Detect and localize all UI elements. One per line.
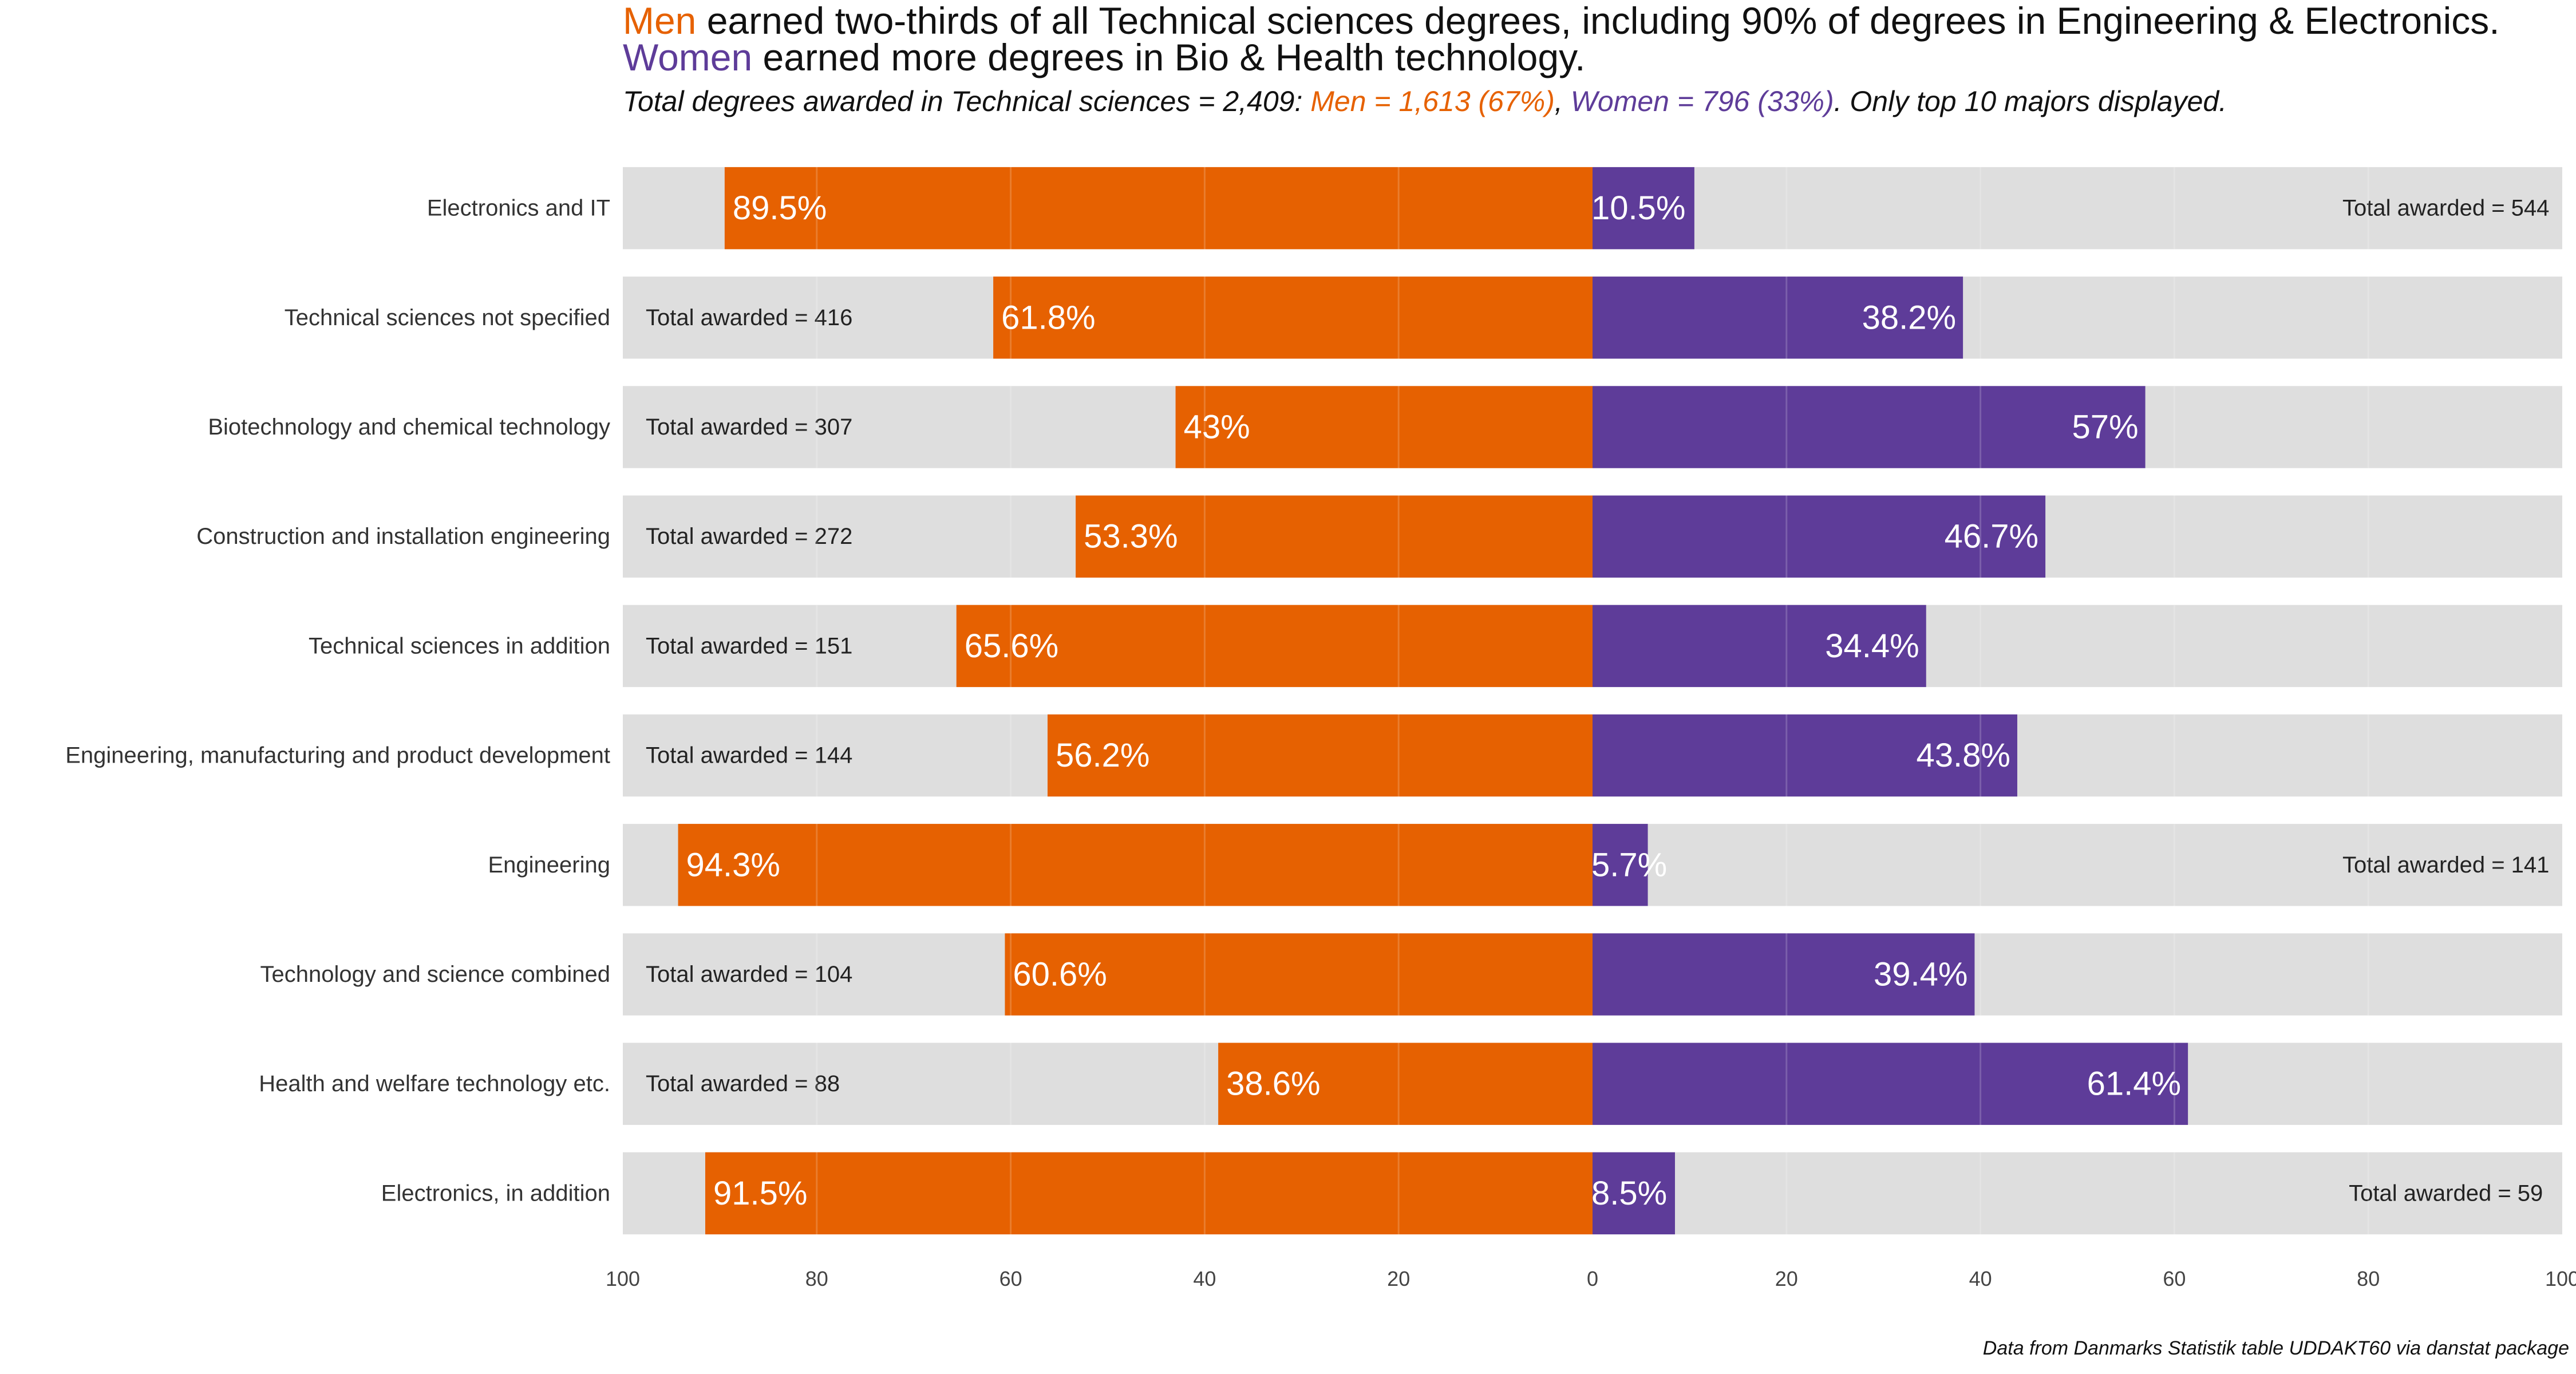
- women-pct-label: 34.4%: [1825, 627, 1919, 665]
- title-line-2-text: earned more degrees in Bio & Health tech…: [752, 36, 1586, 78]
- category-label: Electronics and IT: [427, 196, 610, 221]
- category-label: Electronics, in addition: [381, 1180, 610, 1206]
- men-pct-label: 65.6%: [965, 627, 1058, 665]
- men-bar: [956, 605, 1593, 688]
- title-line-1: Men earned two-thirds of all Technical s…: [623, 0, 2569, 42]
- total-awarded-label: Total awarded = 307: [646, 414, 852, 440]
- subtitle-women: Women = 796 (33%): [1570, 85, 1834, 117]
- total-awarded-label: Total awarded = 104: [646, 962, 852, 987]
- women-pct-label: 57%: [2072, 409, 2138, 446]
- x-tick-label: 40: [1193, 1267, 1216, 1290]
- men-pct-label: 56.2%: [1056, 737, 1149, 774]
- category-label: Technology and science combined: [260, 962, 610, 987]
- men-bar: [1218, 1043, 1593, 1125]
- x-tick-label: 20: [1387, 1267, 1410, 1290]
- x-tick-label: 60: [999, 1267, 1022, 1290]
- women-pct-label: 43.8%: [1917, 737, 2010, 774]
- women-bar: [1593, 1043, 2188, 1125]
- x-tick-label: 20: [1775, 1267, 1798, 1290]
- title-men-word: Men: [623, 0, 697, 42]
- men-bar: [678, 824, 1593, 906]
- women-pct-label: 5.7%: [1591, 846, 1667, 883]
- men-bar: [1175, 386, 1593, 468]
- x-tick-label: 0: [1587, 1267, 1598, 1290]
- x-tick-label: 100: [606, 1267, 640, 1290]
- subtitle-men: Men = 1,613 (67%): [1310, 85, 1555, 117]
- x-tick-label: 100: [2545, 1267, 2576, 1290]
- men-bar: [1047, 714, 1593, 797]
- chart-title: Men earned two-thirds of all Technical s…: [623, 2, 2569, 118]
- category-label: Health and welfare technology etc.: [259, 1071, 610, 1096]
- total-awarded-label: Total awarded = 59: [2349, 1180, 2543, 1206]
- men-bar: [724, 167, 1593, 250]
- women-bar: [1593, 167, 1694, 250]
- women-bar: [1593, 1152, 1675, 1235]
- total-awarded-label: Total awarded = 151: [646, 633, 852, 658]
- x-tick-label: 60: [2163, 1267, 2186, 1290]
- subtitle-suffix: . Only top 10 majors displayed.: [1834, 85, 2227, 117]
- women-pct-label: 10.5%: [1591, 189, 1685, 227]
- men-pct-label: 43%: [1184, 409, 1250, 446]
- category-label: Construction and installation engineerin…: [196, 524, 610, 549]
- men-pct-label: 60.6%: [1013, 956, 1107, 993]
- women-pct-label: 46.7%: [1945, 518, 2038, 555]
- women-bar: [1593, 386, 2146, 468]
- women-pct-label: 38.2%: [1862, 299, 1956, 336]
- women-bar: [1593, 933, 1975, 1016]
- x-tick-label: 80: [2357, 1267, 2380, 1290]
- men-bar: [993, 277, 1593, 359]
- men-pct-label: 38.6%: [1226, 1065, 1320, 1103]
- men-bar: [1076, 495, 1593, 578]
- title-line-2: Women earned more degrees in Bio & Healt…: [623, 36, 2569, 78]
- women-bar: [1593, 605, 1926, 688]
- title-women-word: Women: [623, 36, 753, 78]
- category-label: Engineering: [488, 852, 611, 878]
- women-bar: [1593, 714, 2017, 797]
- category-label: Biotechnology and chemical technology: [208, 414, 610, 440]
- total-awarded-label: Total awarded = 272: [646, 524, 852, 549]
- women-bar: [1593, 495, 2046, 578]
- women-pct-label: 61.4%: [2087, 1065, 2181, 1103]
- subtitle-sep: ,: [1554, 85, 1571, 117]
- total-awarded-label: Total awarded = 544: [2342, 196, 2549, 221]
- title-line-1-text: earned two-thirds of all Technical scien…: [696, 0, 2500, 42]
- men-pct-label: 94.3%: [686, 846, 780, 883]
- x-tick-label: 40: [1969, 1267, 1992, 1290]
- chart-subtitle: Total degrees awarded in Technical scien…: [623, 85, 2569, 118]
- men-pct-label: 61.8%: [1001, 299, 1095, 336]
- women-bar: [1593, 277, 1963, 359]
- women-pct-label: 8.5%: [1591, 1175, 1667, 1212]
- women-bar: [1593, 824, 1648, 906]
- total-awarded-label: Total awarded = 144: [646, 743, 852, 768]
- subtitle-prefix: Total degrees awarded in Technical scien…: [623, 85, 1311, 117]
- women-pct-label: 39.4%: [1874, 956, 1967, 993]
- men-bar: [1005, 933, 1593, 1016]
- chart-caption: Data from Danmarks Statistik table UDDAK…: [1982, 1337, 2569, 1359]
- men-pct-label: 89.5%: [733, 189, 827, 227]
- x-tick-label: 80: [805, 1267, 828, 1290]
- total-awarded-label: Total awarded = 88: [646, 1071, 840, 1096]
- category-label: Technical sciences not specified: [285, 305, 610, 330]
- men-bar: [705, 1152, 1593, 1235]
- total-awarded-label: Total awarded = 141: [2342, 852, 2549, 878]
- men-pct-label: 53.3%: [1084, 518, 1178, 555]
- category-label: Engineering, manufacturing and product d…: [65, 743, 610, 768]
- total-awarded-label: Total awarded = 416: [646, 305, 852, 330]
- men-pct-label: 91.5%: [713, 1175, 807, 1212]
- category-label: Technical sciences in addition: [309, 633, 610, 658]
